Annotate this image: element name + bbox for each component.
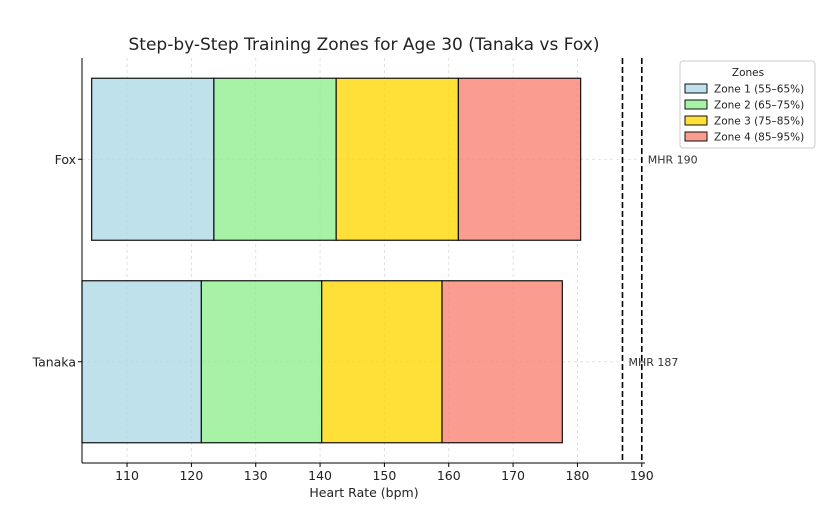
x-tick-label: 180 — [566, 468, 590, 483]
mhr-label: MHR 187 — [628, 356, 678, 369]
legend-swatch-zone-3 — [684, 115, 708, 126]
x-axis-label: Heart Rate (bpm) — [309, 485, 418, 500]
y-category-label: Tanaka — [32, 354, 77, 369]
x-tick-label: 140 — [308, 468, 332, 483]
legend-frame — [679, 60, 816, 149]
x-tick-label: 190 — [630, 468, 654, 483]
x-tick-label: 160 — [437, 468, 461, 483]
reference-lines: MHR 187 MHR 190 — [621, 58, 698, 463]
mhr-label: MHR 190 — [648, 153, 698, 166]
bar-fox-zone-1 — [91, 77, 215, 241]
y-category-labels: Tanaka Fox — [32, 152, 82, 369]
x-tick-label: 120 — [179, 468, 203, 483]
legend-swatch-zone-1 — [684, 83, 708, 94]
legend-swatch-zone-4 — [684, 131, 708, 142]
bar-fox-zone-2 — [213, 77, 337, 241]
bar-fox-zone-4 — [457, 77, 582, 241]
x-tick-label: 170 — [501, 468, 525, 483]
legend-items: Zone 1 (55–65%) Zone 2 (65–75%) Zone 3 (75… — [684, 83, 804, 144]
x-tick-label: 150 — [372, 468, 396, 483]
x-ticks: 110 120 130 140 150 160 170 180 190 — [115, 463, 654, 483]
bar-tanaka-zone-3 — [321, 280, 443, 444]
bar-tanaka-zone-1 — [81, 280, 202, 444]
legend-label-zone-1: Zone 1 (55–65%) — [714, 84, 804, 96]
bar-tanaka-zone-2 — [200, 280, 323, 444]
bar-segments — [81, 77, 582, 444]
legend-label-zone-2: Zone 2 (65–75%) — [714, 100, 804, 112]
bar-fox-zone-3 — [335, 77, 460, 241]
legend-label-zone-4: Zone 4 (85–95%) — [714, 132, 804, 144]
legend-label-zone-3: Zone 3 (75–85%) — [714, 116, 804, 128]
legend: Zones Zone 1 (55–65%)Zone 2 (65–75%)Zone… — [679, 60, 816, 149]
axes — [81, 58, 645, 464]
x-tick-label: 130 — [244, 468, 268, 483]
y-category-label: Fox — [55, 152, 76, 167]
chart-title: Step-by-Step Training Zones for Age 30 (… — [128, 35, 599, 55]
legend-swatch-zone-2 — [684, 99, 708, 110]
legend-title: Zones — [732, 67, 764, 79]
x-tick-label: 110 — [115, 468, 139, 483]
bar-tanaka-zone-4 — [441, 280, 563, 444]
